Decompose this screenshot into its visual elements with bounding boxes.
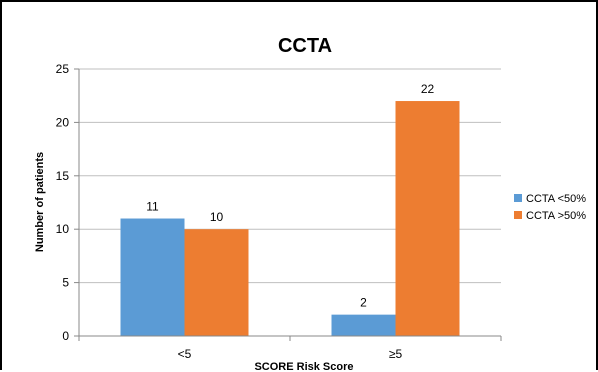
bar-ccta-lt50 xyxy=(120,218,185,336)
x-tick-label: <5 xyxy=(178,347,192,361)
bars xyxy=(120,101,460,336)
bar-ccta-lt50 xyxy=(331,314,396,336)
x-axis-title: SCORE Risk Score xyxy=(254,361,353,372)
y-axis-title: Number of patients xyxy=(34,152,46,252)
y-tick-label: 10 xyxy=(56,222,70,236)
chart-title: CCTA xyxy=(278,35,332,57)
legend-label: CCTA <50% xyxy=(526,193,586,205)
data-label: 22 xyxy=(421,82,435,96)
legend-swatch xyxy=(514,211,522,219)
legend-swatch xyxy=(514,194,522,202)
y-tick-label: 15 xyxy=(56,169,70,183)
y-tick-label: 0 xyxy=(62,329,69,343)
y-tick-label: 5 xyxy=(62,276,69,290)
bar-ccta-gt50 xyxy=(184,229,249,336)
axes: 0 5 10 15 20 25 <5 ≥5 xyxy=(56,62,502,361)
bar-ccta-gt50 xyxy=(395,101,460,336)
data-label: 11 xyxy=(146,200,159,214)
x-tick-label: ≥5 xyxy=(389,347,403,361)
y-tick-label: 20 xyxy=(56,115,70,129)
legend-label: CCTA >50% xyxy=(526,210,586,222)
y-tick-label: 25 xyxy=(56,62,70,76)
data-label: 10 xyxy=(210,210,224,224)
legend: CCTA <50% CCTA >50% xyxy=(514,193,586,222)
data-label: 2 xyxy=(360,296,367,310)
